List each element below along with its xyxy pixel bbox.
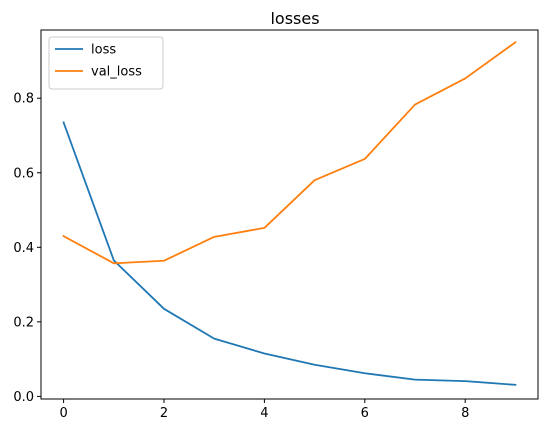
y-tick-label: 0.8 bbox=[13, 92, 34, 107]
x-tick-label: 0 bbox=[59, 406, 67, 421]
series-line-val-loss bbox=[62, 41, 517, 265]
legend-box bbox=[48, 36, 164, 90]
y-tick-label: 0.0 bbox=[13, 390, 34, 405]
y-tick-label: 0.6 bbox=[13, 166, 34, 181]
plot-frame bbox=[40, 29, 539, 400]
x-tick-label: 4 bbox=[260, 406, 268, 421]
legend-label-loss: loss bbox=[91, 43, 116, 58]
series-line-loss bbox=[62, 121, 517, 386]
x-tick-label: 6 bbox=[361, 406, 369, 421]
x-tick-label: 8 bbox=[461, 406, 469, 421]
y-tick-label: 0.4 bbox=[13, 241, 34, 256]
x-tick-label: 2 bbox=[160, 406, 168, 421]
y-tick-label: 0.2 bbox=[13, 315, 34, 330]
legend-label-val-loss: val_loss bbox=[91, 65, 142, 80]
chart-title: losses bbox=[270, 9, 319, 28]
legend: loss val_loss bbox=[48, 36, 164, 90]
